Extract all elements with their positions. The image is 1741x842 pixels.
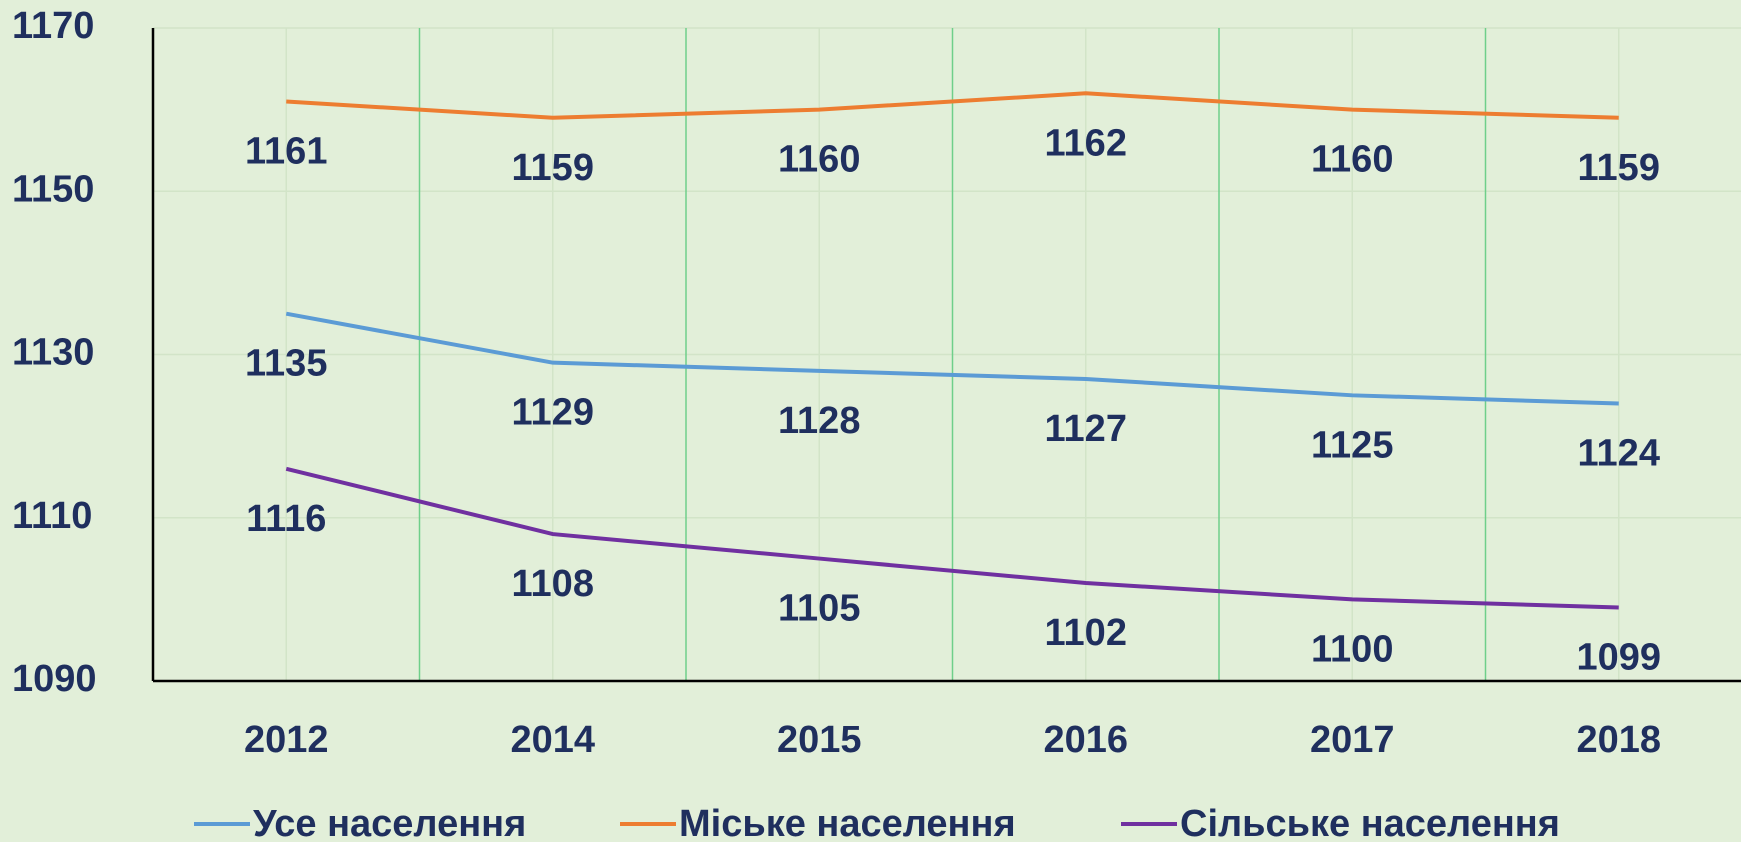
data-label: 1116: [246, 498, 326, 540]
series-line: [285, 466, 1619, 610]
data-label: 1160: [1311, 139, 1393, 181]
y-tick-label: 1170: [12, 5, 94, 47]
x-tick-label: 2012: [244, 719, 329, 761]
data-label: 1161: [245, 130, 327, 172]
x-tick-label: 2018: [1576, 719, 1661, 761]
data-label: 1105: [778, 588, 860, 630]
data-label: 1099: [1576, 637, 1661, 679]
data-label: 1102: [1045, 612, 1127, 654]
series-line: [285, 311, 1619, 406]
data-label: 1135: [245, 343, 327, 385]
y-tick-label: 1130: [12, 332, 94, 374]
data-label: 1127: [1045, 408, 1127, 450]
legend-label: Усе населення: [253, 803, 526, 842]
x-tick-label: 2017: [1310, 719, 1395, 761]
data-label: 1100: [1311, 628, 1393, 670]
data-label: 1160: [778, 139, 860, 181]
data-label: 1125: [1311, 424, 1393, 466]
data-label: 1129: [512, 392, 594, 434]
legend-label: Міське населення: [679, 803, 1016, 842]
y-tick-label: 1150: [12, 168, 94, 210]
legend-label: Сільське населення: [1180, 803, 1560, 842]
x-tick-label: 2016: [1043, 719, 1128, 761]
data-label: 1124: [1578, 433, 1660, 475]
series-line: [286, 91, 1619, 120]
y-tick-label: 1090: [12, 658, 97, 700]
x-tick-label: 2014: [510, 719, 595, 761]
data-label: 1108: [512, 563, 594, 605]
y-tick-label: 1110: [12, 495, 92, 537]
data-label: 1128: [778, 400, 860, 442]
data-label: 1159: [1578, 147, 1660, 189]
data-label: 1162: [1045, 122, 1127, 164]
x-tick-label: 2015: [777, 719, 862, 761]
data-label: 1159: [512, 147, 594, 189]
